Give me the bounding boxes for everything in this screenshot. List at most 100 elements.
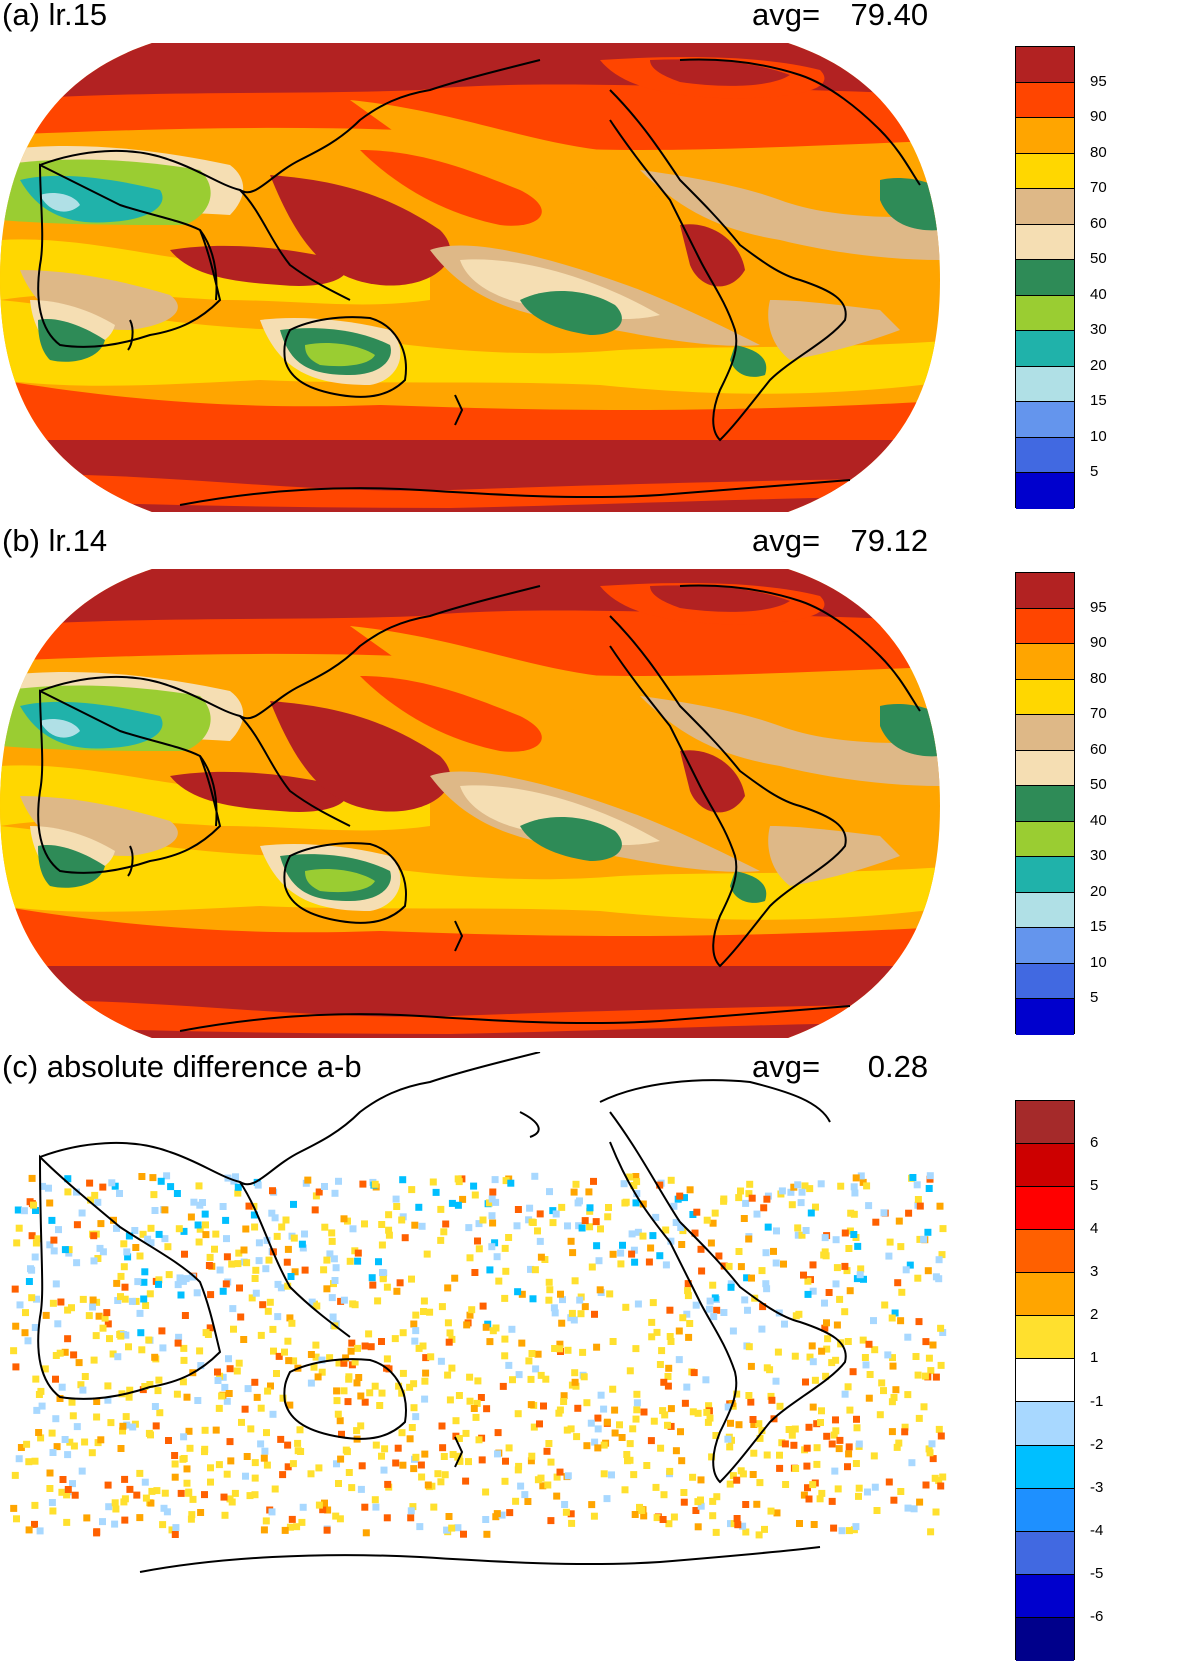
difference-cell [760, 1204, 768, 1212]
difference-cell [348, 1339, 356, 1347]
difference-cell [274, 1280, 282, 1288]
difference-cell [630, 1246, 638, 1254]
difference-cell [567, 1510, 575, 1518]
difference-cell [835, 1445, 843, 1453]
difference-cell [415, 1344, 423, 1352]
difference-cell [747, 1362, 755, 1370]
difference-cell [571, 1378, 579, 1386]
difference-cell [531, 1266, 539, 1274]
difference-cell [514, 1466, 522, 1474]
difference-cell [873, 1507, 881, 1514]
difference-cell [399, 1369, 407, 1377]
difference-cell [936, 1202, 944, 1210]
difference-cell [730, 1520, 738, 1528]
panel-b: (b) lr.14 avg= 79.12 [0, 524, 1183, 1046]
difference-cell [399, 1176, 407, 1184]
difference-cell [401, 1234, 409, 1242]
difference-cell [315, 1501, 323, 1509]
colorbar-tick-label: 2 [1090, 1306, 1099, 1324]
difference-cell [678, 1241, 686, 1248]
difference-cell [49, 1449, 57, 1456]
difference-cell [201, 1491, 208, 1499]
difference-cell [491, 1239, 499, 1247]
coastline-overlay [37, 1052, 847, 1573]
difference-cell [338, 1430, 345, 1438]
difference-cell [294, 1439, 302, 1447]
difference-cell [28, 1266, 36, 1274]
colorbar-tick-label: 95 [1090, 598, 1107, 616]
difference-cell [164, 1243, 172, 1251]
difference-cell [315, 1464, 323, 1472]
difference-cell [75, 1359, 83, 1367]
difference-cell [853, 1275, 861, 1283]
difference-cell [211, 1245, 218, 1253]
difference-cell [226, 1438, 234, 1446]
difference-cell [383, 1514, 391, 1522]
difference-cell [65, 1246, 73, 1254]
difference-cell [212, 1426, 220, 1434]
difference-cell [885, 1478, 893, 1486]
difference-cell [140, 1278, 148, 1286]
difference-cell [742, 1199, 750, 1207]
difference-cell [384, 1480, 392, 1488]
difference-cell [742, 1528, 750, 1536]
difference-cell [924, 1228, 932, 1236]
difference-cell [318, 1368, 326, 1376]
difference-cell [693, 1208, 701, 1216]
difference-cell [600, 1441, 608, 1449]
difference-cell [828, 1440, 836, 1448]
difference-cell [576, 1296, 584, 1304]
colorbar-segment [1016, 47, 1074, 83]
difference-cell [288, 1515, 296, 1523]
difference-cell [138, 1173, 146, 1180]
difference-cell [926, 1449, 934, 1457]
map-field-b [0, 569, 940, 1038]
difference-cell [755, 1420, 763, 1428]
difference-cell [810, 1521, 818, 1528]
difference-cell [763, 1451, 771, 1459]
difference-cell [284, 1463, 292, 1471]
difference-cell [246, 1492, 254, 1500]
difference-cell [807, 1209, 815, 1217]
difference-cell [532, 1365, 540, 1373]
difference-cell [251, 1459, 259, 1467]
difference-cell [803, 1444, 811, 1452]
difference-cell [564, 1472, 572, 1480]
difference-cell [124, 1253, 132, 1261]
difference-cell [437, 1236, 445, 1244]
difference-cell [99, 1324, 107, 1332]
difference-cell [809, 1481, 817, 1489]
difference-cell [495, 1277, 503, 1285]
difference-cell [411, 1221, 419, 1229]
difference-cell [588, 1263, 596, 1271]
difference-cell [422, 1369, 430, 1377]
difference-cell [310, 1363, 318, 1371]
difference-cell [418, 1473, 426, 1481]
difference-cell [550, 1304, 558, 1312]
difference-cell [54, 1320, 62, 1328]
difference-cell [311, 1206, 319, 1214]
difference-cell [632, 1199, 640, 1207]
difference-cell [739, 1470, 747, 1478]
difference-cell [215, 1461, 223, 1469]
difference-cell [564, 1222, 571, 1230]
difference-cell [622, 1198, 630, 1206]
difference-cell [396, 1279, 404, 1287]
difference-cell [709, 1281, 717, 1289]
difference-cell [235, 1359, 243, 1367]
difference-cell [853, 1415, 860, 1423]
difference-cell [408, 1424, 416, 1431]
difference-cell [709, 1512, 717, 1520]
difference-cell [429, 1178, 437, 1186]
difference-cell [103, 1309, 111, 1317]
difference-cell [140, 1295, 148, 1303]
difference-cell [71, 1491, 79, 1499]
difference-cell [489, 1188, 497, 1196]
colorbar-tick-label: 6 [1090, 1134, 1099, 1152]
difference-cell [529, 1295, 537, 1303]
difference-cell [916, 1498, 924, 1506]
difference-cell [235, 1249, 243, 1257]
difference-cell [28, 1174, 36, 1182]
difference-cell [416, 1523, 424, 1531]
difference-cell [145, 1336, 153, 1344]
